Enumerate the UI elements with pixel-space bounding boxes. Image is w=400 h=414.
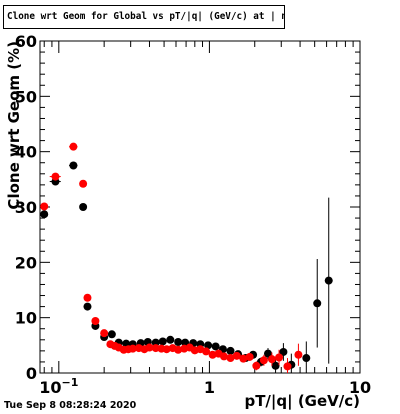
data-point	[271, 361, 280, 370]
data-point	[264, 349, 273, 358]
data-point	[226, 354, 235, 363]
data-point	[128, 344, 137, 353]
data-point	[208, 350, 217, 359]
data-point	[158, 337, 167, 346]
data-point	[275, 353, 284, 362]
data-point	[166, 335, 175, 344]
y-tick-label: 20	[15, 253, 37, 272]
x-tick-label: 10−1	[39, 376, 78, 397]
data-point	[313, 299, 322, 308]
data-point	[174, 345, 183, 354]
data-point	[40, 210, 49, 219]
data-point	[51, 172, 60, 181]
data-point	[83, 302, 92, 311]
data-point	[202, 347, 211, 356]
data-point	[245, 352, 254, 361]
data-point	[226, 346, 235, 355]
y-tick-label: 10	[15, 309, 37, 328]
y-tick-label: 40	[15, 143, 37, 162]
data-point	[162, 345, 171, 354]
y-tick-label: 50	[15, 87, 37, 106]
data-point	[174, 338, 183, 347]
data-point	[79, 203, 88, 211]
x-tick-label: 10	[349, 378, 371, 397]
data-point	[100, 329, 109, 338]
chart-title: Clone wrt Geom for Global vs pT/|q| (GeV…	[3, 5, 285, 29]
data-point	[151, 338, 160, 347]
data-point	[145, 343, 154, 352]
data-point	[40, 202, 49, 211]
data-point	[220, 352, 229, 361]
data-point	[107, 330, 116, 339]
data-point	[83, 293, 92, 302]
y-axis-title: Clone wrt Geom (%)	[5, 41, 23, 210]
x-tick-label: 1	[204, 378, 215, 397]
data-point	[324, 276, 333, 285]
data-point	[252, 361, 261, 370]
data-point	[283, 362, 292, 371]
plot-frame	[39, 40, 361, 374]
data-point	[302, 354, 311, 363]
axes	[39, 40, 361, 374]
x-axis-title: pT/|q| (GeV/c)	[244, 392, 360, 411]
data-point	[259, 356, 268, 365]
y-tick-label: 30	[15, 198, 37, 217]
data-point	[267, 355, 276, 364]
data-series	[40, 142, 333, 373]
data-point	[204, 341, 213, 350]
data-point	[232, 351, 241, 360]
data-point	[91, 316, 100, 325]
data-point	[79, 179, 88, 188]
y-tick-label: 0	[26, 364, 37, 383]
y-tick-label: 60	[15, 32, 37, 51]
data-point	[239, 354, 248, 363]
data-point	[294, 350, 303, 359]
data-point	[69, 142, 78, 151]
timestamp: Tue Sep 8 08:28:24 2020	[4, 400, 137, 411]
data-point	[279, 347, 288, 356]
data-point	[69, 161, 78, 170]
data-point	[211, 342, 220, 351]
series-1	[40, 142, 303, 373]
